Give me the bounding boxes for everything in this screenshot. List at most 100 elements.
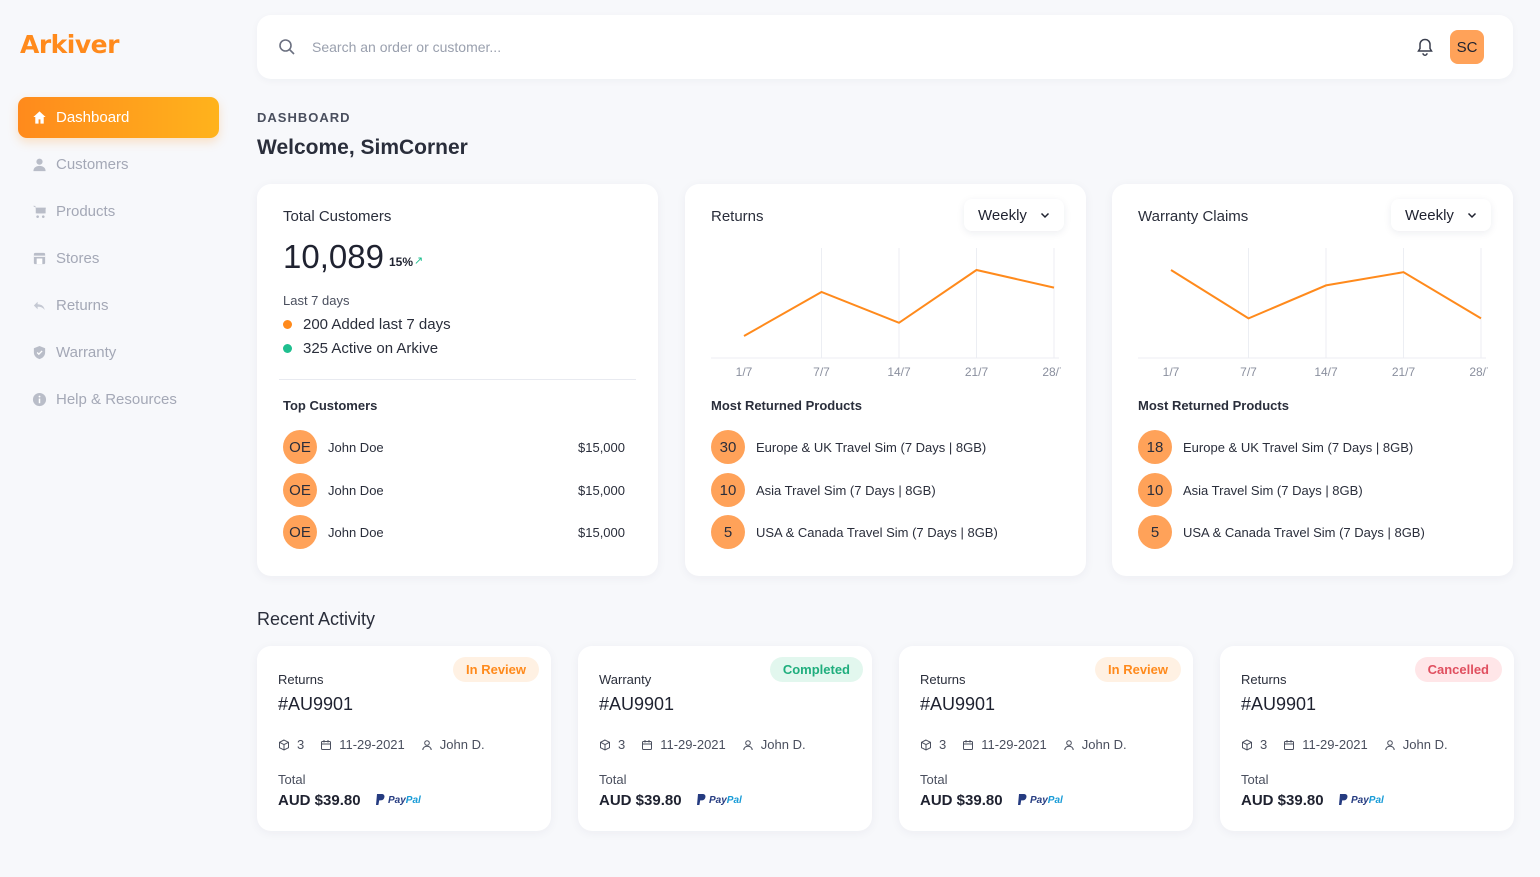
dropdown-value: Weekly xyxy=(978,206,1027,224)
box-icon xyxy=(1242,738,1252,751)
home-icon xyxy=(31,110,47,126)
product-row[interactable]: 30 Europe & UK Travel Sim (7 Days | 8GB) xyxy=(711,430,1053,464)
series-line xyxy=(743,268,1055,337)
activity-type: Returns xyxy=(278,672,324,687)
sidebar-item-stores[interactable]: Stores xyxy=(18,238,219,279)
order-id: #AU9901 xyxy=(1241,694,1317,714)
paypal-logo: Pay Pal xyxy=(1017,794,1063,806)
user-icon xyxy=(31,157,47,173)
activity-card[interactable]: Returns #AU9901 Cancelled 3 11-29-2021 John D… xyxy=(1220,646,1514,831)
paypal-icon xyxy=(1339,794,1348,805)
quantity: 3 xyxy=(278,737,304,752)
dropdown-value: Weekly xyxy=(1405,206,1454,224)
customer-row[interactable]: OE John Doe $15,000 xyxy=(283,515,625,549)
page-title: Welcome, SimCorner xyxy=(257,136,468,159)
legend-dot xyxy=(283,344,292,353)
product-row[interactable]: 5 USA & Canada Travel Sim (7 Days | 8GB) xyxy=(711,515,1053,549)
paypal-text-1: Pay xyxy=(1351,794,1369,806)
search-input[interactable] xyxy=(312,39,1012,55)
user: John D. xyxy=(421,737,485,752)
x-tick-label: 28/7 xyxy=(1042,365,1061,379)
total-amount: AUD $39.80 xyxy=(278,792,361,809)
product-name: Europe & UK Travel Sim (7 Days | 8GB) xyxy=(1183,439,1414,455)
quantity: 3 xyxy=(1241,737,1267,752)
sidebar-item-label: Stores xyxy=(56,250,100,267)
product-name: USA & Canada Travel Sim (7 Days | 8GB) xyxy=(1183,524,1425,540)
user-avatar[interactable]: SC xyxy=(1450,30,1484,64)
stat-text: 325 Active on Arkive xyxy=(303,340,439,357)
quantity-value: 3 xyxy=(618,737,626,752)
app-logo[interactable]: Arkiver xyxy=(20,30,119,59)
product-count: 10 xyxy=(1138,473,1172,507)
product-row[interactable]: 10 Asia Travel Sim (7 Days | 8GB) xyxy=(1138,473,1480,507)
sidebar-item-warranty[interactable]: Warranty xyxy=(18,332,219,373)
legend-dot xyxy=(283,320,292,329)
customer-amount: $15,000 xyxy=(578,439,625,455)
total-label: Total xyxy=(1241,772,1269,787)
period-dropdown[interactable]: Weekly xyxy=(1391,199,1491,231)
period-dropdown[interactable]: Weekly xyxy=(964,199,1064,231)
date: 11-29-2021 xyxy=(320,737,405,752)
customer-row[interactable]: OE John Doe $15,000 xyxy=(283,473,625,507)
stat-text: 200 Added last 7 days xyxy=(303,316,451,333)
top-customers-title: Top Customers xyxy=(283,398,378,413)
paypal-logo: Pay Pal xyxy=(1338,794,1384,806)
sidebar-item-returns[interactable]: Returns xyxy=(18,285,219,326)
user: John D. xyxy=(1384,737,1448,752)
sidebar-item-customers[interactable]: Customers xyxy=(18,144,219,185)
status-badge: In Review xyxy=(453,657,539,682)
bell-icon[interactable] xyxy=(1415,37,1435,57)
activity-card[interactable]: Returns #AU9901 In Review 3 11-29-2021 John D… xyxy=(899,646,1193,831)
sidebar-item-help[interactable]: Help & Resources xyxy=(18,379,219,420)
paypal-icon xyxy=(376,794,385,805)
user: John D. xyxy=(742,737,806,752)
customer-name: John Doe xyxy=(328,524,384,540)
most-returned-title: Most Returned Products xyxy=(711,398,862,413)
product-name: Asia Travel Sim (7 Days | 8GB) xyxy=(756,482,936,498)
paypal-logo: Pay Pal xyxy=(696,794,742,806)
total-label: Total xyxy=(920,772,948,787)
order-id: #AU9901 xyxy=(920,694,996,714)
user-icon xyxy=(422,739,432,750)
divider xyxy=(279,379,636,380)
paypal-logo: Pay Pal xyxy=(375,794,421,806)
total-customers-card: Total Customers 10,089 15% ↗ Last 7 days… xyxy=(257,184,658,576)
user-value: John D. xyxy=(1081,737,1127,752)
date-value: 11-29-2021 xyxy=(339,737,405,752)
activity-meta: 3 11-29-2021 John D. xyxy=(278,737,501,752)
warranty-card: Warranty Claims Weekly 1/7 7/7 14/7 21/7 28/… xyxy=(1112,184,1513,576)
paypal-text-1: Pay xyxy=(388,794,406,806)
most-returned-title: Most Returned Products xyxy=(1138,398,1289,413)
product-row[interactable]: 10 Asia Travel Sim (7 Days | 8GB) xyxy=(711,473,1053,507)
total-amount: AUD $39.80 xyxy=(599,792,682,809)
sidebar-item-products[interactable]: Products xyxy=(18,191,219,232)
customer-row[interactable]: OE John Doe $15,000 xyxy=(283,430,625,464)
stat-active: 325 Active on Arkive xyxy=(283,340,438,357)
activity-meta: 3 11-29-2021 John D. xyxy=(599,737,822,752)
date: 11-29-2021 xyxy=(641,737,726,752)
status-badge: Completed xyxy=(769,657,863,682)
sidebar-item-dashboard[interactable]: Dashboard xyxy=(18,97,219,138)
paypal-text-2: Pal xyxy=(1368,794,1384,806)
user-value: John D. xyxy=(1402,737,1448,752)
series-line xyxy=(1170,269,1482,320)
calendar-icon xyxy=(321,739,332,750)
status-badge: Cancelled xyxy=(1414,657,1502,682)
period-label: Last 7 days xyxy=(283,293,350,308)
activity-card[interactable]: Warranty #AU9901 Completed 3 11-29-2021 John … xyxy=(578,646,872,831)
sidebar-item-label: Dashboard xyxy=(56,109,130,126)
paypal-text-1: Pay xyxy=(709,794,727,806)
user-icon xyxy=(1385,739,1395,750)
calendar-icon xyxy=(963,739,974,750)
product-row[interactable]: 5 USA & Canada Travel Sim (7 Days | 8GB) xyxy=(1138,515,1480,549)
product-row[interactable]: 18 Europe & UK Travel Sim (7 Days | 8GB) xyxy=(1138,430,1480,464)
order-id: #AU9901 xyxy=(599,694,675,714)
x-tick-label: 1/7 xyxy=(736,365,753,379)
activity-card[interactable]: Returns #AU9901 In Review 3 11-29-2021 John D… xyxy=(257,646,551,831)
customer-avatar: OE xyxy=(283,515,317,549)
quantity: 3 xyxy=(599,737,625,752)
date: 11-29-2021 xyxy=(962,737,1047,752)
returns-chart: 1/7 7/7 14/7 21/7 28/7 xyxy=(711,248,1061,379)
breadcrumb: DASHBOARD xyxy=(257,110,351,125)
quantity-value: 3 xyxy=(939,737,947,752)
